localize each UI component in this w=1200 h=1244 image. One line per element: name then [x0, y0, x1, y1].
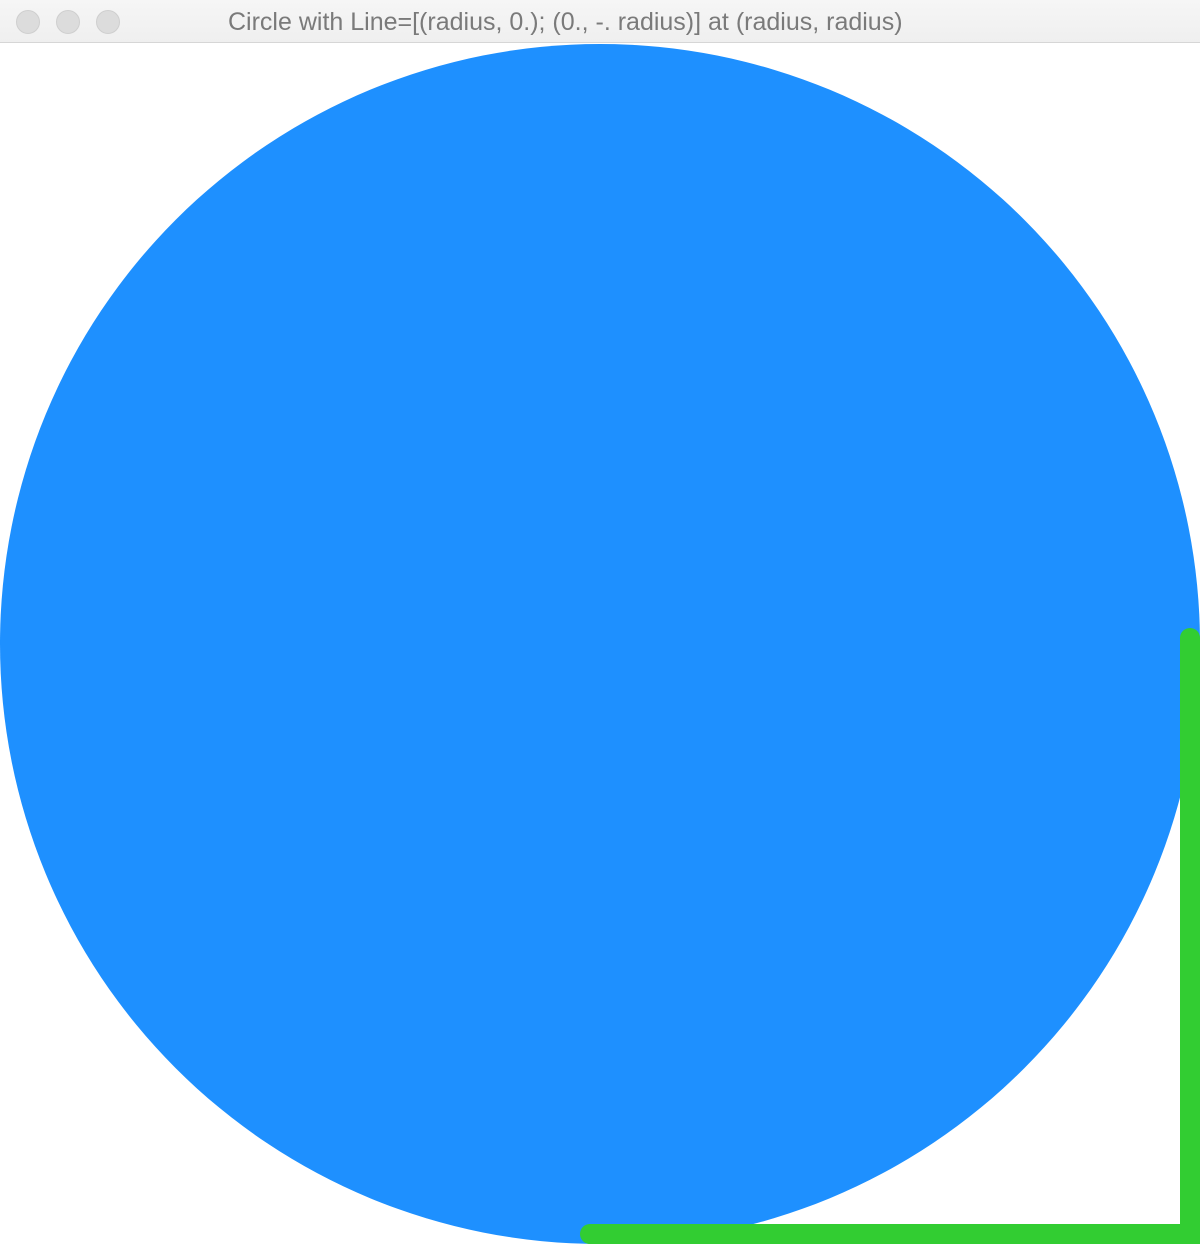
scene-svg — [0, 44, 1200, 1244]
close-window-button[interactable] — [16, 10, 40, 34]
zoom-window-button[interactable] — [96, 10, 120, 34]
title-bar[interactable]: Circle with Line=[(radius, 0.); (0., -. … — [0, 0, 1200, 43]
blue-circle — [0, 44, 1200, 1244]
drawing-canvas — [0, 44, 1200, 1244]
window-title: Circle with Line=[(radius, 0.); (0., -. … — [228, 8, 903, 36]
green-corner-line — [580, 628, 1200, 1244]
minimize-window-button[interactable] — [56, 10, 80, 34]
